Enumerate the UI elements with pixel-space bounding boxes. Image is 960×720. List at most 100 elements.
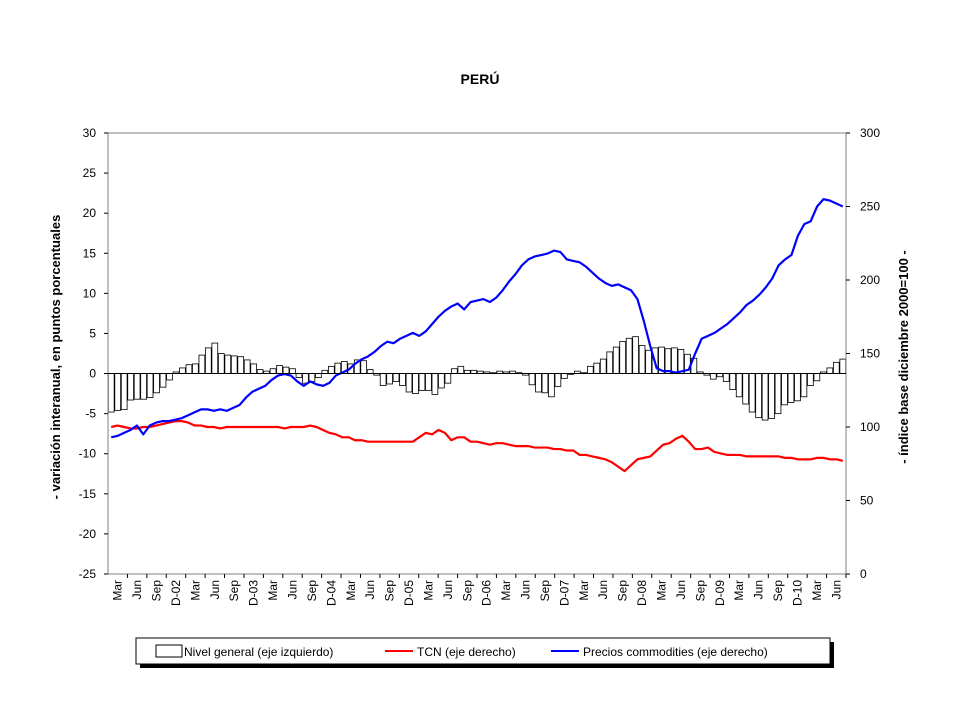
bar: [328, 365, 335, 374]
x-axis-tick-label: Jun: [829, 580, 843, 599]
x-axis-tick-label: Jun: [208, 580, 222, 599]
bar: [839, 358, 847, 374]
bar: [625, 337, 633, 374]
bar: [528, 373, 536, 386]
bar: [671, 347, 678, 374]
bar: [561, 373, 568, 379]
bar: [425, 373, 432, 391]
right-axis-tick-label: 150: [860, 347, 880, 361]
bar: [127, 373, 134, 401]
left-axis-tick-label: 25: [83, 166, 97, 180]
x-axis-tick-label: D-09: [713, 580, 727, 606]
x-axis-tick-label: D-02: [169, 580, 183, 606]
bar: [735, 373, 743, 398]
left-axis-tick-label: 10: [83, 286, 97, 300]
bar: [140, 373, 147, 400]
bar: [729, 373, 737, 390]
bar: [794, 373, 801, 402]
bar-series-nivel-general: [107, 336, 847, 421]
right-axis-tick-label: 300: [860, 126, 880, 140]
x-axis-tick-label: D-05: [402, 580, 416, 606]
bar: [192, 363, 199, 374]
bar: [742, 373, 749, 405]
bar: [243, 359, 251, 374]
bar: [431, 373, 439, 395]
bar: [295, 373, 303, 378]
x-axis-tick-label: D-07: [557, 580, 571, 606]
bar: [217, 353, 225, 374]
bar: [153, 373, 160, 394]
x-axis-tick-label: D-10: [790, 580, 804, 606]
x-axis-tick-label: Jun: [596, 580, 610, 599]
bar: [755, 373, 762, 419]
bar: [276, 365, 283, 374]
bar: [664, 348, 672, 374]
x-axis-tick-label: Jun: [441, 580, 455, 599]
right-axis-tick-label: 250: [860, 200, 880, 214]
x-axis-tick-label: Jun: [286, 580, 300, 599]
bar: [379, 373, 387, 386]
bar: [638, 345, 646, 374]
legend-label-tcn: TCN (eje derecho): [417, 645, 516, 659]
x-axis-tick-label: Jun: [519, 580, 533, 599]
x-axis-tick-label: Mar: [188, 580, 202, 601]
right-axis: 300 250 200 150 100 50 0: [846, 126, 880, 581]
bar: [438, 373, 445, 389]
bar: [748, 373, 756, 413]
bar: [107, 373, 115, 413]
x-axis-tick-label: D-08: [635, 580, 649, 606]
left-axis-tick-label: 30: [83, 126, 97, 140]
bar: [211, 342, 219, 374]
x-axis-tick-label: Mar: [266, 580, 280, 601]
bar: [619, 341, 626, 374]
line-precios-commodities: [110, 198, 844, 439]
line-tcn: [110, 420, 844, 473]
legend-label-nivel-general: Nivel general (eje izquierdo): [184, 645, 333, 659]
bar: [645, 349, 652, 374]
x-axis-tick-label: Sep: [305, 580, 319, 602]
bar: [541, 373, 549, 394]
bar: [632, 336, 639, 374]
x-axis-tick-label: Jun: [363, 580, 377, 599]
left-axis-tick-label: 0: [89, 367, 96, 381]
legend: Nivel general (eje izquierdo) TCN (eje d…: [135, 637, 834, 668]
bar: [256, 369, 264, 374]
left-axis-tick-label: 5: [89, 326, 96, 340]
x-axis-tick-label: Mar: [421, 580, 435, 601]
y-axis-label-right: - índice base diciembre 2000=100 -: [896, 250, 911, 464]
bar: [250, 363, 257, 374]
x-axis-tick-label: Jun: [674, 580, 688, 599]
bar: [399, 373, 406, 386]
bar: [586, 365, 594, 374]
bar: [159, 373, 167, 388]
left-axis-tick-label: 20: [83, 206, 97, 220]
x-axis-tick-label: Mar: [344, 580, 358, 601]
bar: [761, 373, 769, 421]
x-axis-tick-label: Jun: [130, 580, 144, 599]
bar: [360, 360, 368, 374]
bar: [800, 373, 808, 398]
bar: [120, 373, 128, 411]
bar: [302, 373, 309, 384]
x-axis-tick-label: Mar: [499, 580, 513, 601]
legend-label-precios-commodities: Precios commodities (eje derecho): [583, 645, 768, 659]
legend-swatch-nivel-general: [155, 644, 183, 658]
bar: [269, 368, 277, 374]
bar: [768, 373, 775, 419]
chart-title: PERÚ: [461, 70, 500, 87]
bar: [230, 355, 238, 374]
bar: [826, 367, 834, 374]
legend-box: [135, 637, 831, 665]
x-axis-tick-label: Mar: [655, 580, 669, 601]
bar: [548, 373, 555, 398]
right-axis-tick-label: 200: [860, 273, 880, 287]
x-axis-tick-label: Sep: [693, 580, 707, 602]
bar: [405, 373, 413, 393]
bar: [606, 351, 614, 374]
bar: [787, 373, 795, 403]
left-axis-tick-label: -5: [85, 407, 96, 421]
bar: [289, 368, 296, 374]
bar: [781, 373, 788, 406]
bar: [535, 373, 542, 393]
